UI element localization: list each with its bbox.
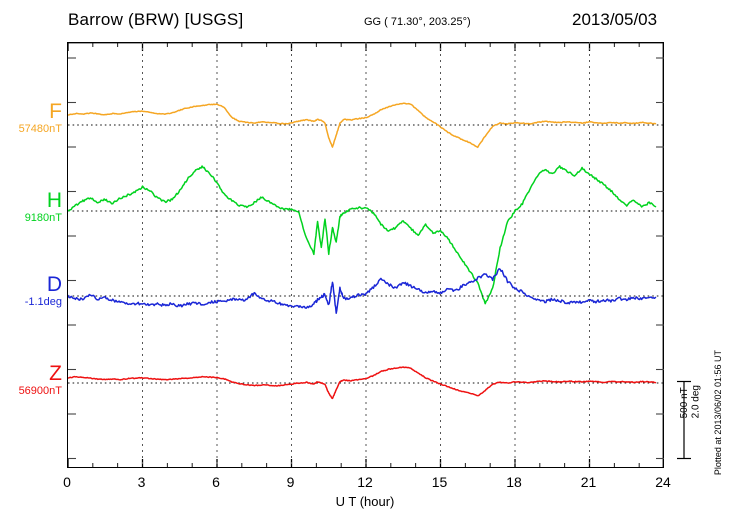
x-tick-label-3: 3: [137, 474, 146, 490]
x-tick-label-18: 18: [506, 474, 522, 490]
magnetogram-canvas: [68, 42, 664, 468]
page-title: Barrow (BRW) [USGS]: [68, 10, 244, 29]
scale-deg: 2.0 deg: [690, 385, 702, 419]
trace-baseline-f: 57480nT: [18, 123, 62, 136]
trace-symbol-d: D: [46, 273, 62, 296]
trace-label-h: H 9180nT: [2, 189, 62, 225]
scale-bar-legend: 500 nT 2.0 deg: [679, 385, 702, 418]
x-tick-label-6: 6: [212, 474, 220, 490]
x-tick-label-21: 21: [580, 474, 597, 490]
x-tick-label-9: 9: [286, 474, 295, 490]
trace-label-f: F 57480nT: [2, 100, 62, 136]
geographic-coordinates: GG ( 71.30°, 203.25°): [364, 16, 471, 28]
trace-baseline-h: 9180nT: [24, 212, 62, 225]
trace-baseline-d: -1.1deg: [24, 296, 62, 309]
magnetogram-plot-area: [67, 42, 664, 468]
observation-date: 2013/05/03: [572, 10, 658, 29]
x-tick-label-0: 0: [63, 474, 71, 490]
x-tick-label-15: 15: [431, 474, 448, 490]
plotted-at-timestamp: Plotted at 2013/06/02 01:56 UT: [713, 350, 723, 476]
trace-symbol-z: Z: [49, 362, 62, 385]
x-axis-title: U T (hour): [335, 494, 395, 509]
trace-baseline-z: 56900nT: [18, 385, 62, 398]
trace-label-z: Z 56900nT: [2, 362, 62, 398]
x-tick-label-12: 12: [357, 474, 373, 490]
scale-nt: 500 nT: [679, 387, 690, 419]
trace-symbol-h: H: [46, 189, 62, 212]
x-tick-label-24: 24: [655, 474, 671, 490]
trace-symbol-f: F: [49, 100, 62, 123]
trace-label-d: D -1.1deg: [2, 273, 62, 309]
scale-bar-icon: [677, 380, 691, 460]
